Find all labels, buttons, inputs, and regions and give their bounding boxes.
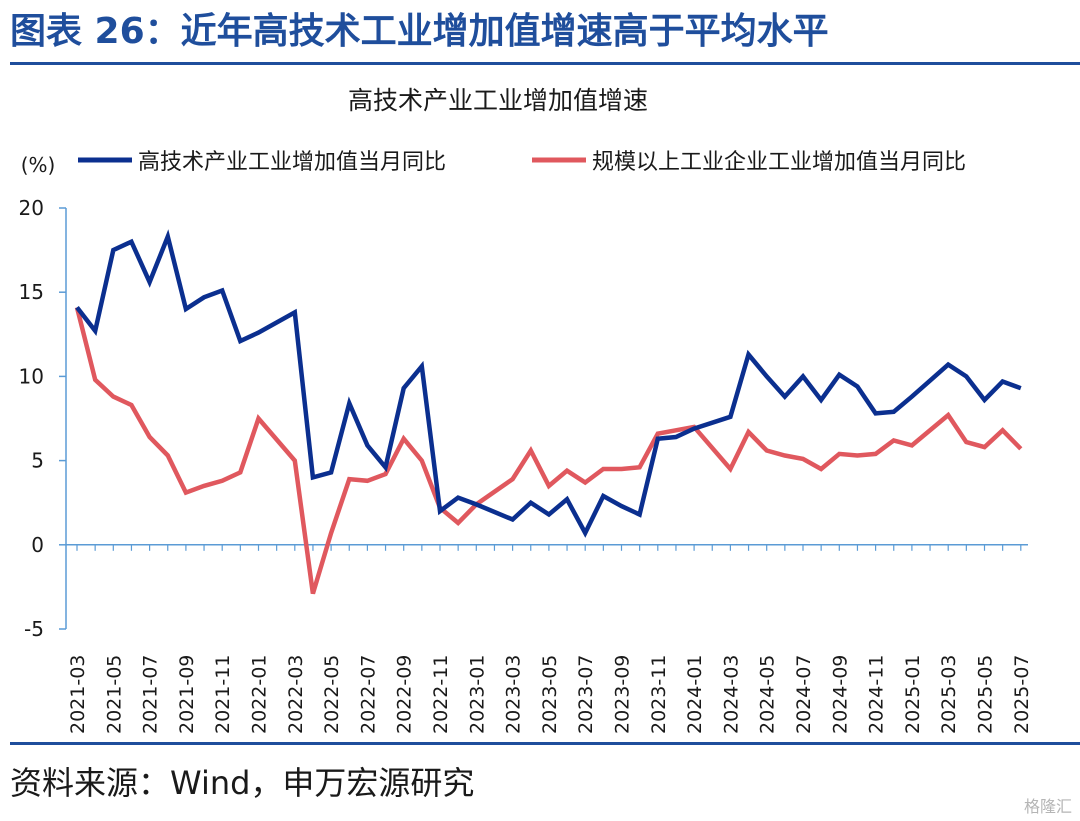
y-tick-label: 15 xyxy=(19,280,44,304)
figure-title: 图表 26：近年高技术工业增加值增速高于平均水平 xyxy=(10,11,829,52)
line-chart: 高技术产业工业增加值增速 (%) 高技术产业工业增加值当月同比 规模以上工业企业… xyxy=(19,86,1033,734)
source-note: 资料来源：Wind，申万宏源研究 xyxy=(10,764,475,802)
x-tick-label: 2024-01 xyxy=(684,655,706,734)
y-tick-label: -5 xyxy=(24,617,44,641)
legend: 高技术产业工业增加值当月同比 规模以上工业企业工业增加值当月同比 xyxy=(78,150,966,175)
y-tick-label: 5 xyxy=(31,449,44,473)
x-tick-label: 2023-09 xyxy=(612,655,634,734)
x-tick-label: 2021-09 xyxy=(176,655,198,734)
x-tick-label: 2025-05 xyxy=(975,655,997,734)
x-tick-label: 2023-11 xyxy=(648,655,670,734)
title-rule xyxy=(10,62,1080,65)
x-tick-label: 2023-05 xyxy=(539,655,561,734)
x-tick-label: 2022-11 xyxy=(430,655,452,734)
x-tick-label: 2024-03 xyxy=(720,655,742,734)
x-tick-label: 2021-03 xyxy=(67,655,89,734)
x-tick-label: 2025-01 xyxy=(902,655,924,734)
y-tick-label: 20 xyxy=(19,196,44,220)
legend-label-industry: 规模以上工业企业工业增加值当月同比 xyxy=(592,150,966,175)
x-tick-label: 2025-03 xyxy=(938,655,960,734)
legend-label-hightech: 高技术产业工业增加值当月同比 xyxy=(138,150,446,175)
series-line-hightech xyxy=(75,229,1022,538)
series-line-industry xyxy=(74,306,1023,595)
x-tick-label: 2022-07 xyxy=(357,655,379,734)
x-tick-label: 2024-09 xyxy=(829,655,851,734)
x-tick-label: 2023-01 xyxy=(466,655,488,734)
x-tick-label: 2023-07 xyxy=(575,655,597,734)
x-tick-label: 2022-01 xyxy=(249,655,271,734)
chart-title: 高技术产业工业增加值增速 xyxy=(348,86,648,115)
watermark: 格隆汇 xyxy=(1023,797,1072,816)
x-tick-label: 2021-07 xyxy=(140,655,162,734)
x-tick-label: 2022-05 xyxy=(321,655,343,734)
source-rule xyxy=(10,742,1080,745)
x-tick-label: 2025-07 xyxy=(1011,655,1033,734)
y-tick-label: 10 xyxy=(19,364,44,388)
axes: -5 0 5 10 15 20 2021-03 2021-05 2021-07 2021-09 20… xyxy=(19,196,1033,734)
x-tick-label: 2022-09 xyxy=(394,655,416,734)
series-layer xyxy=(74,229,1023,595)
x-tick-label: 2021-11 xyxy=(212,655,234,734)
x-tick-label: 2023-03 xyxy=(503,655,525,734)
x-tick-label: 2021-05 xyxy=(103,655,125,734)
y-tick-label: 0 xyxy=(31,533,44,557)
x-tick-label: 2024-05 xyxy=(757,655,779,734)
x-tick-label: 2024-07 xyxy=(793,655,815,734)
x-tick-label: 2024-11 xyxy=(866,655,888,734)
x-tick-label: 2022-03 xyxy=(285,655,307,734)
y-axis-label: (%) xyxy=(21,153,56,177)
